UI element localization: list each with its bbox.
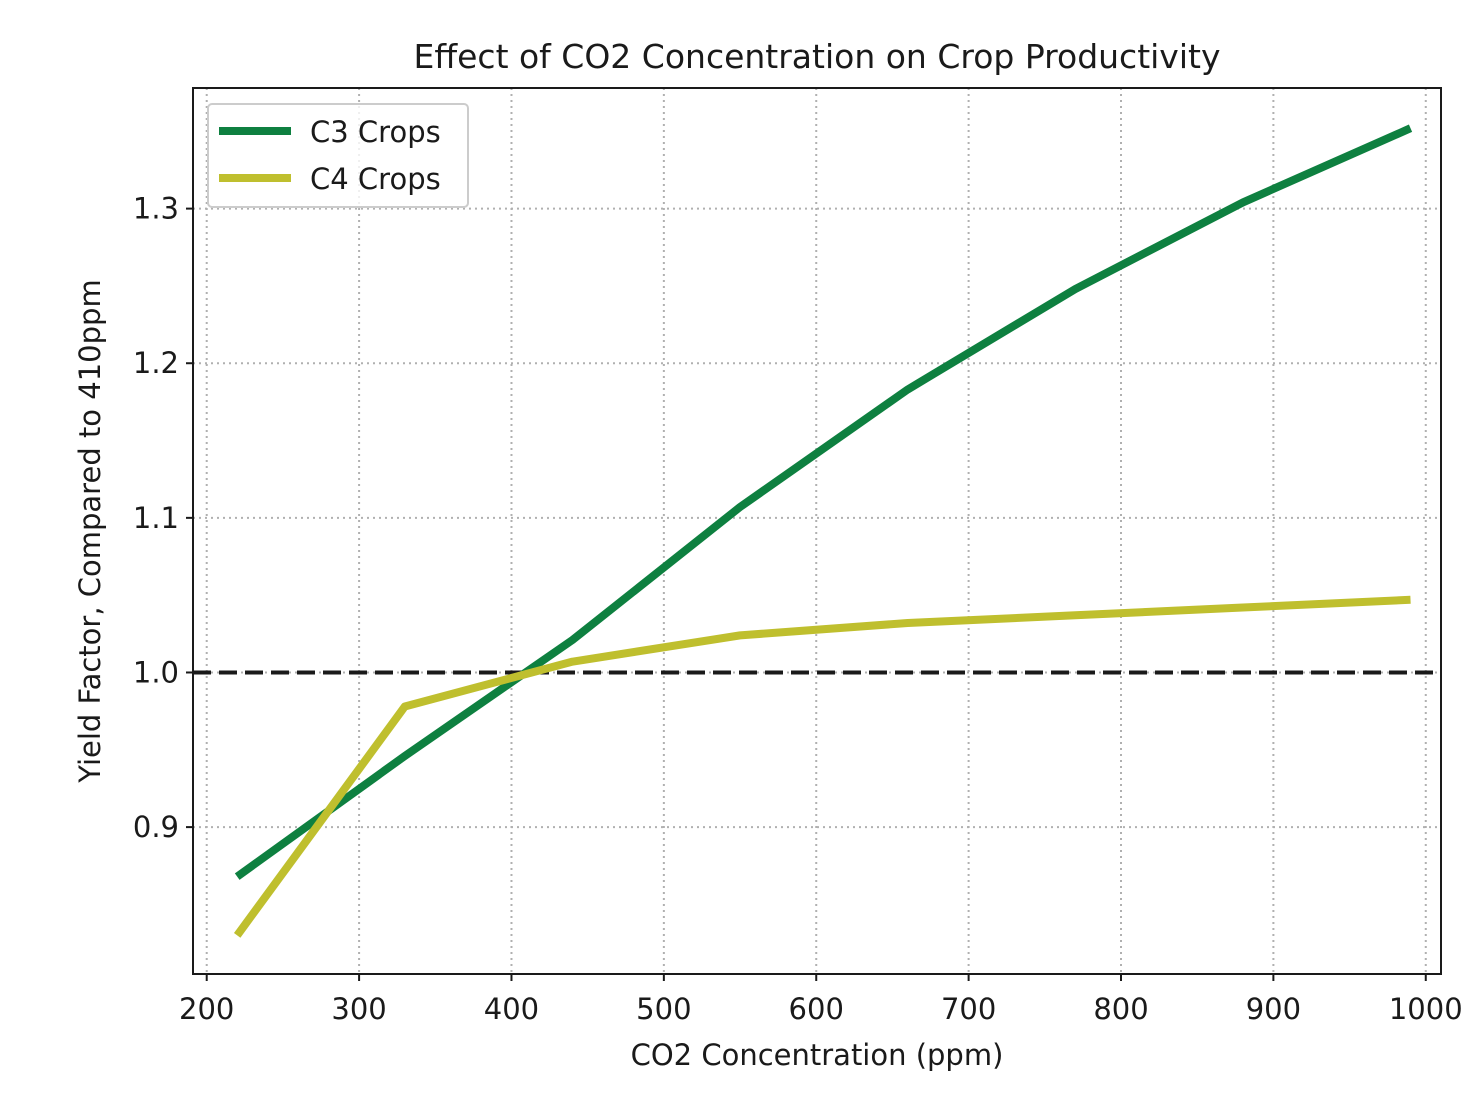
series-line-c3-crops <box>234 124 1413 880</box>
x-tick-label: 300 <box>331 992 386 1026</box>
x-axis-label: CO2 Concentration (ppm) <box>631 1038 1004 1072</box>
y-tick-label: 1.0 <box>133 655 179 689</box>
x-tick-label: 800 <box>1093 992 1148 1026</box>
x-tick-label: 500 <box>636 992 691 1026</box>
y-tick-label: 0.9 <box>133 810 179 844</box>
y-tick-label: 1.1 <box>133 501 179 535</box>
x-tick-label: 700 <box>941 992 996 1026</box>
y-axis: 0.9 1.0 1.1 1.2 1.3 <box>133 192 193 844</box>
legend-label-c3: C3 Crops <box>310 115 441 149</box>
x-tick-label: 400 <box>484 992 539 1026</box>
y-tick-label: 1.3 <box>133 192 179 226</box>
chart-title: Effect of CO2 Concentration on Crop Prod… <box>414 37 1221 76</box>
x-tick-label: 900 <box>1246 992 1301 1026</box>
x-tick-label: 1000 <box>1389 992 1463 1026</box>
series-lines <box>233 124 1413 938</box>
grid <box>193 88 1441 974</box>
series-line-c4-crops <box>233 595 1411 938</box>
x-tick-label: 200 <box>179 992 234 1026</box>
x-axis: 200 300 400 500 600 700 800 900 1000 <box>179 974 1463 1026</box>
legend: C3 Crops C4 Crops <box>207 103 469 208</box>
y-axis-label: Yield Factor, Compared to 410ppm <box>73 279 107 783</box>
legend-label-c4: C4 Crops <box>310 162 441 196</box>
x-tick-label: 600 <box>789 992 844 1026</box>
y-tick-label: 1.2 <box>133 346 179 380</box>
